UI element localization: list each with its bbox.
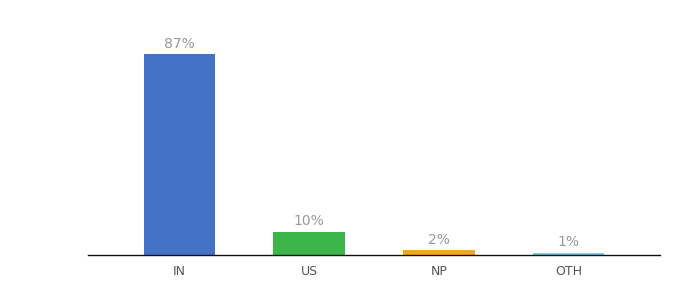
Bar xyxy=(533,253,605,255)
Bar xyxy=(273,232,345,255)
Text: 1%: 1% xyxy=(558,235,580,249)
Text: 87%: 87% xyxy=(164,37,194,51)
Bar xyxy=(143,54,215,255)
Text: 10%: 10% xyxy=(294,214,324,228)
Text: 2%: 2% xyxy=(428,233,450,247)
Bar xyxy=(403,250,475,255)
